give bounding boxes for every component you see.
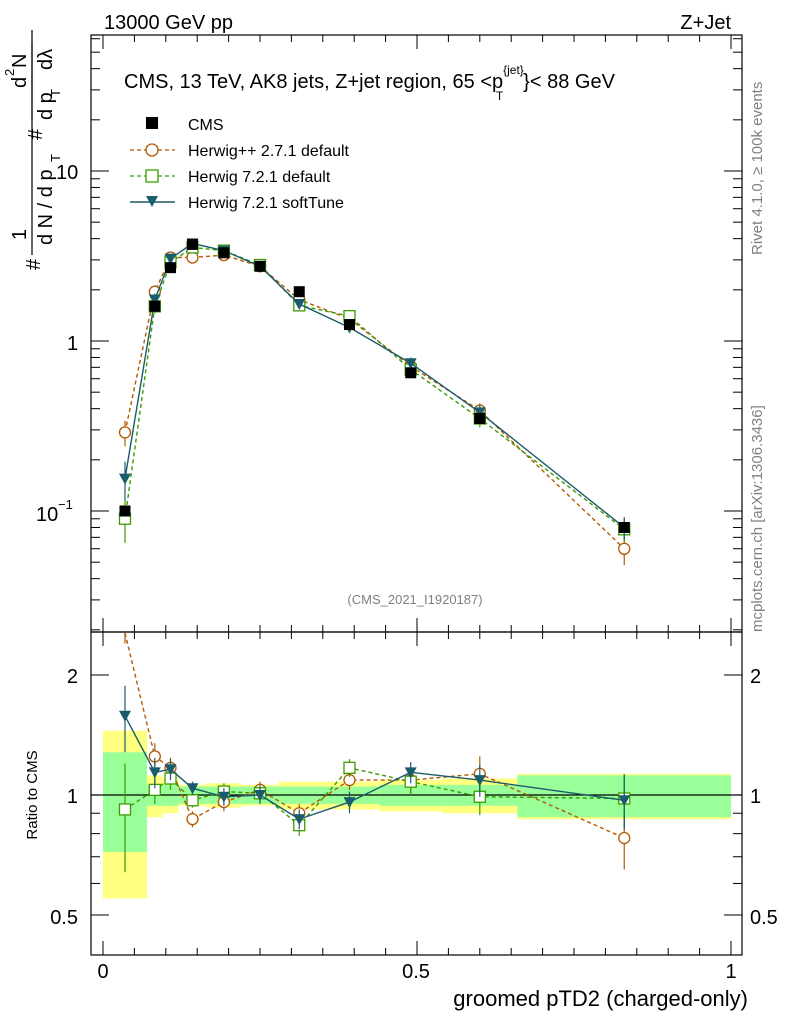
rivet-version-label: Rivet 4.1.0, ≥ 100k events — [749, 82, 766, 255]
point-main-herwig-soft-8 — [404, 358, 417, 370]
y-label-dpt: d p — [35, 92, 57, 120]
point-main-cms-2 — [165, 262, 177, 274]
series-cms — [119, 238, 630, 533]
point-ratio-herwig-soft-8 — [404, 767, 417, 779]
y-label-hash-2: # — [25, 128, 47, 140]
point-ratio-herwigpp-3 — [186, 812, 199, 826]
ratio-ytick-label-2-right: 2 — [750, 666, 761, 688]
ytick-label-0.1-exponent: −1 — [58, 497, 73, 512]
point-main-cms-0 — [119, 505, 131, 517]
point-main-cms-3 — [186, 238, 198, 250]
point-main-herwigpp-3 — [186, 251, 199, 264]
ratio-uncertainty-bands — [103, 730, 731, 899]
point-main-herwig-soft-6 — [293, 299, 306, 311]
point-ratio-herwig-soft-4 — [217, 791, 230, 803]
point-ratio-herwig-soft-6 — [293, 814, 306, 826]
point-main-cms-6 — [293, 286, 305, 298]
y-label-n: N — [9, 54, 31, 68]
point-ratio-herwig-default-3 — [186, 794, 199, 807]
xtick-label-0: 0 — [97, 961, 108, 983]
ratio-ytick-label-1-left: 1 — [67, 786, 78, 808]
y-label-denominator: d N / d p — [35, 169, 57, 245]
point-main-herwigpp-0 — [118, 426, 132, 439]
point-ratio-herwigpp-10 — [618, 831, 631, 845]
xtick-label-0.5: 0.5 — [402, 961, 430, 983]
ytick-label-10: 10 — [56, 162, 78, 184]
plot-title: CMS, 13 TeV, AK8 jets, Z+jet region, 65 … — [124, 63, 616, 103]
legend-marker-herwig-soft — [146, 196, 158, 207]
legend-label-herwig-default: Herwig 7.2.1 default — [188, 169, 331, 186]
legend-marker-herwig-default — [145, 169, 159, 183]
point-ratio-herwig-soft-2 — [164, 764, 177, 776]
xtick-label-1: 1 — [725, 961, 736, 983]
point-ratio-herwig-soft-5 — [254, 790, 266, 801]
energy-label: 13000 GeV pp — [104, 12, 233, 34]
point-main-herwigpp-10 — [618, 542, 631, 555]
point-main-cms-7 — [343, 319, 355, 331]
point-ratio-herwig-default-0 — [118, 803, 132, 816]
point-main-cms-4 — [218, 247, 230, 259]
ratio-ytick-label-0.5-right: 0.5 — [750, 907, 778, 929]
analysis-id-label: (CMS_2021_I1920187) — [347, 592, 482, 607]
point-ratio-herwig-soft-10 — [618, 795, 631, 807]
point-ratio-herwig-default-7 — [343, 761, 356, 774]
point-main-cms-10 — [618, 521, 630, 533]
ratio-ytick-label-2-left: 2 — [67, 666, 78, 688]
y-label-superscript-2: 2 — [2, 69, 17, 76]
y-label-one: 1 — [9, 229, 31, 240]
line-main-herwig-default — [124, 246, 625, 530]
point-main-herwig-soft-0 — [118, 473, 131, 485]
y-label-sub-t-1: T — [48, 154, 63, 162]
point-ratio-herwig-soft-1 — [148, 767, 161, 779]
legend-label-herwigpp: Herwig++ 2.7.1 default — [188, 143, 350, 160]
y-label-d: d — [9, 77, 31, 88]
point-main-herwig-soft-2 — [164, 253, 177, 265]
main-y-axis-label: # 1 d N / d p T # d p T d 2 N dλ — [2, 30, 63, 270]
line-main-herwig-soft — [124, 242, 625, 529]
y-label-dlambda: dλ — [35, 49, 57, 70]
point-ratio-herwig-soft-9 — [473, 775, 486, 787]
series-layer — [118, 238, 631, 873]
process-label: Z+Jet — [680, 12, 731, 34]
mcplots-label: mcplots.cern.ch [arXiv:1306.3436] — [749, 405, 766, 632]
point-main-herwig-soft-1 — [148, 294, 161, 306]
point-ratio-herwig-soft-7 — [343, 797, 356, 809]
series-herwig-soft — [118, 238, 631, 830]
ytick-label-1: 1 — [67, 333, 78, 355]
ratio-ytick-label-0.5-left: 0.5 — [50, 907, 78, 929]
point-main-cms-1 — [149, 300, 161, 312]
legend-marker-cms — [146, 117, 158, 129]
ratio-ytick-label-1-right: 1 — [750, 786, 761, 808]
point-ratio-herwig-soft-3 — [186, 783, 199, 795]
point-main-cms-8 — [405, 367, 417, 379]
legend-label-herwig-soft: Herwig 7.2.1 softTune — [188, 195, 344, 212]
point-main-cms-5 — [254, 260, 266, 272]
point-ratio-herwig-soft-0 — [118, 710, 131, 722]
y-label-hash-1: # — [23, 258, 45, 270]
point-main-cms-9 — [474, 413, 486, 425]
legend: CMS Herwig++ 2.7.1 default Herwig 7.2.1 … — [130, 117, 350, 212]
y-label-sub-t-2: T — [48, 89, 63, 97]
ytick-label-0.1: 10 — [36, 504, 58, 526]
legend-marker-herwigpp — [145, 143, 159, 157]
point-main-herwig-soft-9 — [473, 407, 486, 419]
line-main-herwigpp — [124, 254, 625, 550]
ratio-y-axis-label: Ratio to CMS — [24, 750, 41, 839]
x-axis-label: groomed pTD2 (charged-only) — [453, 986, 748, 1011]
axes-ticks — [91, 35, 742, 955]
legend-label-cms: CMS — [188, 117, 224, 134]
